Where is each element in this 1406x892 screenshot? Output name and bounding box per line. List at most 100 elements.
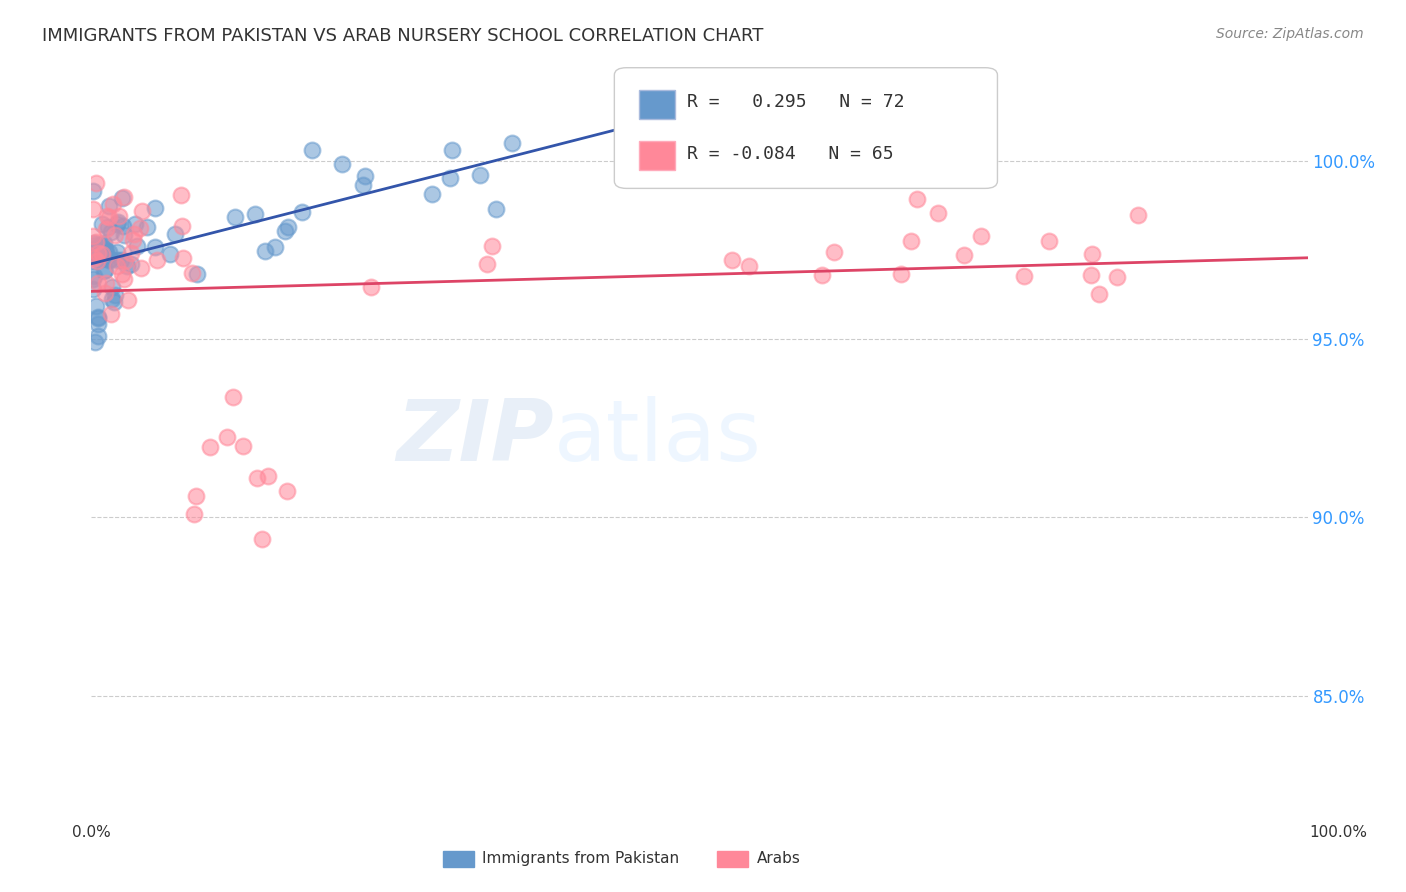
- Text: 0.0%: 0.0%: [72, 825, 111, 840]
- Point: [87, 329, 110, 343]
- Point: [1088, 286, 1111, 301]
- Point: [96, 210, 118, 224]
- Point: [823, 244, 845, 259]
- Point: [98, 252, 121, 266]
- Point: [276, 484, 298, 499]
- Point: [129, 221, 152, 235]
- Point: [114, 253, 136, 268]
- Point: [97, 220, 120, 235]
- Point: [83, 251, 105, 265]
- Point: [440, 143, 463, 157]
- Point: [110, 252, 132, 267]
- Point: [301, 143, 323, 157]
- Point: [420, 186, 443, 201]
- Point: [86, 254, 108, 268]
- Point: [136, 220, 159, 235]
- Point: [246, 471, 269, 485]
- Point: [811, 268, 834, 283]
- Point: [111, 219, 134, 234]
- Text: Arabs: Arabs: [756, 852, 800, 866]
- Point: [165, 227, 187, 241]
- Point: [94, 244, 117, 259]
- Point: [1080, 268, 1102, 282]
- Point: [146, 252, 169, 267]
- Point: [253, 244, 276, 258]
- Point: [470, 168, 492, 182]
- Point: [277, 219, 299, 234]
- Point: [94, 286, 117, 301]
- Point: [1081, 247, 1104, 261]
- Text: 100.0%: 100.0%: [1309, 825, 1368, 840]
- Point: [101, 280, 124, 294]
- Point: [83, 235, 105, 250]
- Point: [112, 190, 135, 204]
- Point: [501, 136, 523, 150]
- Point: [439, 171, 461, 186]
- Point: [927, 206, 949, 220]
- Point: [257, 468, 280, 483]
- Point: [112, 228, 135, 243]
- Point: [98, 252, 121, 267]
- Point: [122, 233, 145, 247]
- Point: [738, 260, 761, 274]
- Point: [82, 272, 104, 286]
- Point: [87, 246, 110, 260]
- Point: [274, 224, 297, 238]
- Point: [120, 257, 142, 271]
- Text: Source: ZipAtlas.com: Source: ZipAtlas.com: [1216, 27, 1364, 41]
- Point: [115, 259, 138, 273]
- Point: [122, 227, 145, 241]
- Point: [475, 256, 498, 270]
- Point: [481, 239, 503, 253]
- Point: [181, 266, 204, 280]
- Point: [186, 267, 208, 281]
- Point: [83, 268, 105, 283]
- Point: [124, 218, 146, 232]
- Point: [143, 201, 166, 215]
- Point: [224, 211, 246, 225]
- Point: [263, 239, 285, 253]
- Point: [84, 176, 107, 190]
- Point: [111, 268, 134, 282]
- Point: [82, 228, 104, 243]
- Point: [103, 196, 125, 211]
- Point: [104, 228, 127, 243]
- Point: [170, 188, 193, 202]
- Point: [91, 217, 114, 231]
- Bar: [638, 89, 675, 119]
- Point: [82, 250, 104, 264]
- Point: [125, 239, 148, 253]
- Point: [905, 192, 928, 206]
- Point: [107, 217, 129, 231]
- Point: [105, 253, 128, 268]
- Point: [252, 532, 274, 546]
- Point: [83, 254, 105, 268]
- Point: [97, 199, 120, 213]
- Point: [82, 202, 104, 216]
- Point: [100, 225, 122, 239]
- Point: [184, 489, 207, 503]
- Point: [172, 251, 194, 265]
- Point: [352, 178, 374, 192]
- Point: [90, 247, 112, 261]
- Point: [86, 310, 108, 325]
- Point: [98, 211, 121, 225]
- Point: [354, 169, 377, 183]
- Point: [245, 207, 267, 221]
- Point: [104, 288, 127, 302]
- Text: atlas: atlas: [554, 395, 762, 479]
- Point: [217, 430, 239, 444]
- Point: [96, 276, 118, 290]
- Point: [87, 276, 110, 290]
- Point: [93, 262, 115, 277]
- Point: [82, 281, 104, 295]
- Point: [952, 248, 974, 262]
- Point: [1105, 270, 1128, 285]
- Point: [111, 191, 134, 205]
- Bar: [638, 141, 675, 170]
- FancyBboxPatch shape: [614, 68, 997, 188]
- Point: [83, 237, 105, 252]
- Point: [84, 251, 107, 265]
- Point: [87, 310, 110, 324]
- Point: [330, 157, 353, 171]
